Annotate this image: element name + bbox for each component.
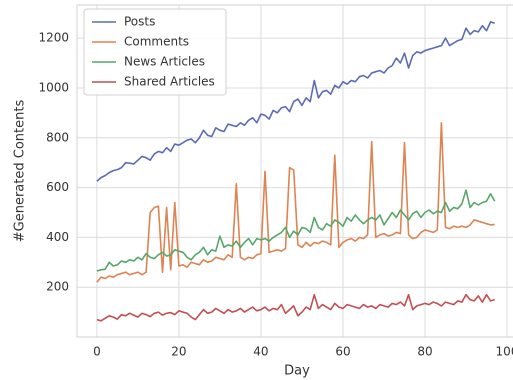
plot-frame <box>76 4 513 338</box>
y-tick-label: 400 <box>46 230 69 244</box>
y-tick-label: 800 <box>46 130 69 144</box>
series-line <box>96 293 495 322</box>
x-tick-label: 0 <box>93 345 101 359</box>
legend-label: Posts <box>124 15 155 29</box>
y-tick-label: 1000 <box>38 80 69 94</box>
x-tick-label: 20 <box>171 345 186 359</box>
legend-label: Comments <box>124 35 189 49</box>
legend-box <box>83 8 227 96</box>
legend-label: Shared Articles <box>124 75 215 89</box>
x-tick-label: 60 <box>335 345 350 359</box>
series-line <box>96 122 495 283</box>
x-tick-label: 40 <box>253 345 268 359</box>
x-tick-label: 100 <box>496 345 513 359</box>
legend-label: News Articles <box>124 55 205 69</box>
series-line <box>96 21 495 182</box>
x-axis-label: Day <box>284 364 310 379</box>
x-tick-label: 80 <box>417 345 432 359</box>
y-tick-label: 600 <box>46 180 69 194</box>
y-axis-label: #Generated Contents <box>13 100 28 243</box>
series-line <box>96 189 496 272</box>
y-tick-label: 200 <box>46 280 69 294</box>
y-tick-label: 1200 <box>38 31 69 45</box>
